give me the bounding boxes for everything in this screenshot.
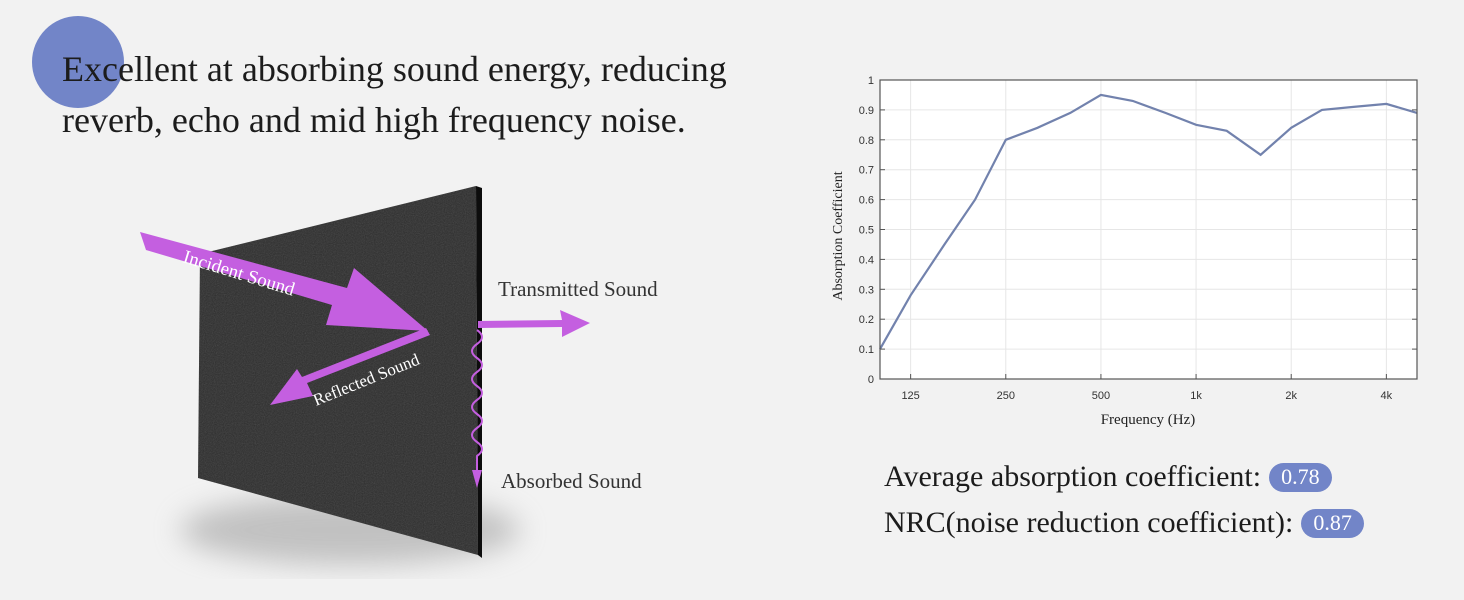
stats-panel: Average absorption coefficient: 0.78 NRC… [884,454,1364,546]
y-tick-label: 0.3 [859,284,874,296]
x-tick-label: 250 [997,390,1015,402]
x-tick-label: 125 [901,390,919,402]
grid [880,80,1417,379]
nrc-row: NRC(noise reduction coefficient): 0.87 [884,500,1364,546]
absorbed-arrowhead [472,470,482,488]
series-line [879,93,1418,350]
y-tick-label: 0.6 [859,195,874,207]
transmitted-label: Transmitted Sound [498,277,658,301]
headline: Excellent at absorbing sound energy, red… [62,44,822,146]
x-tick-label: 2k [1285,390,1297,402]
headline-line-1: Excellent at absorbing sound energy, red… [62,49,727,89]
x-axis-ticks: 125 250 500 1k 2k 4k [901,374,1393,402]
transmitted-arrow [478,310,590,337]
sound-diagram: Incident Sound Reflected Sound Transmitt… [140,186,658,565]
y-tick-label: 0.2 [859,314,874,326]
incident-arrow [140,232,428,331]
absorbed-label: Absorbed Sound [501,469,642,493]
y-axis-ticks: 0 0.1 0.2 0.3 0.4 0.5 0.6 0.7 0.8 0.9 1 [859,75,1417,386]
absorbed-wave [471,329,483,472]
y-tick-label: 0 [868,374,874,386]
y-tick-label: 0.4 [859,254,874,266]
nrc-label: NRC(noise reduction coefficient): [884,506,1294,539]
x-tick-label: 500 [1092,390,1110,402]
y-tick-label: 0.8 [859,135,874,147]
accent-circle [32,16,124,108]
y-tick-label: 0.7 [859,165,874,177]
nrc-value-badge: 0.87 [1301,508,1364,538]
reflected-arrow [270,328,430,405]
x-tick-label: 1k [1190,390,1202,402]
y-tick-label: 0.1 [859,344,874,356]
headline-line-2: reverb, echo and mid high frequency nois… [62,100,686,140]
panel-edge [476,186,482,558]
x-axis-label: Frequency (Hz) [1101,412,1196,428]
average-row: Average absorption coefficient: 0.78 [884,454,1364,500]
x-tick-label: 4k [1381,390,1393,402]
y-tick-label: 0.9 [859,105,874,117]
y-axis-label: Absorption Coefficient [831,171,846,300]
y-tick-label: 1 [868,75,874,87]
y-tick-label: 0.5 [859,225,874,237]
average-value-badge: 0.78 [1269,462,1332,492]
average-label: Average absorption coefficient: [884,460,1262,493]
